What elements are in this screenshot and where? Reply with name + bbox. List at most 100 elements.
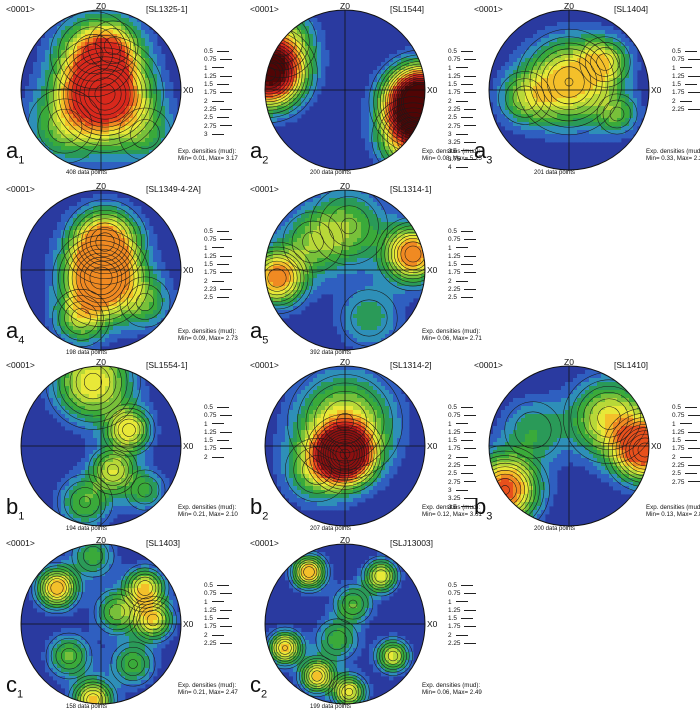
density-cell [561, 114, 566, 119]
density-cell [45, 114, 50, 119]
density-cell [53, 318, 58, 323]
density-cell [117, 146, 122, 151]
density-cell [173, 110, 178, 115]
density-cell [309, 54, 314, 59]
density-cell [89, 94, 94, 99]
density-cell [621, 62, 626, 67]
density-cell [365, 218, 370, 223]
density-cell [289, 118, 294, 123]
density-cell [125, 206, 130, 211]
density-cell [621, 54, 626, 59]
density-cell [369, 106, 374, 111]
density-cell [77, 102, 82, 107]
density-cell [137, 150, 142, 155]
density-cell [505, 94, 510, 99]
density-cell [553, 54, 558, 59]
density-cell [317, 58, 322, 63]
density-cell [373, 78, 378, 83]
density-cell [365, 222, 370, 227]
density-cell [541, 130, 546, 135]
density-cell [77, 246, 82, 251]
density-cell [129, 102, 134, 107]
density-cell [137, 90, 142, 95]
density-cell [61, 30, 66, 35]
density-cell [81, 222, 86, 227]
density-cell [109, 118, 114, 123]
density-cell [149, 266, 154, 271]
density-cell [149, 154, 154, 159]
density-cell [101, 134, 106, 139]
density-cell [97, 54, 102, 59]
density-cell [405, 110, 410, 115]
density-cell [597, 122, 602, 127]
density-cell [597, 106, 602, 111]
density-cell [405, 250, 410, 255]
density-cell [581, 114, 586, 119]
density-cell [77, 254, 82, 259]
sample-code: [SL1544] [390, 4, 425, 14]
density-cell [305, 286, 310, 291]
density-cell [413, 118, 418, 123]
density-cell [81, 78, 86, 83]
density-cell [85, 150, 90, 155]
density-cell [353, 294, 358, 299]
density-cell [89, 330, 94, 335]
density-cell [413, 122, 418, 127]
density-cell [309, 94, 314, 99]
density-cell [105, 22, 110, 27]
density-cell [101, 218, 106, 223]
density-cell [81, 282, 86, 287]
density-cell [161, 106, 166, 111]
density-cell [69, 270, 74, 275]
density-cell [133, 326, 138, 331]
density-cell [97, 262, 102, 267]
density-cell [597, 130, 602, 135]
density-cell [537, 102, 542, 107]
density-cell [349, 214, 354, 219]
density-cell [25, 90, 30, 95]
density-cell [145, 138, 150, 143]
density-cell [393, 250, 398, 255]
density-cell [549, 62, 554, 67]
density-cell [41, 138, 46, 143]
density-cell [117, 78, 122, 83]
pole-figure-a3: Z0 X0 <0001> [SL1404] 0.5 0.75 1 1.25 1.5 1.75 2 2.… [474, 1, 700, 180]
density-cell [29, 106, 34, 111]
density-cell [269, 242, 274, 247]
density-cell [69, 74, 74, 79]
density-cell [97, 58, 102, 63]
density-cell [581, 94, 586, 99]
density-cell [629, 42, 634, 47]
density-cell [109, 238, 114, 243]
density-cell [277, 274, 282, 279]
density-cell [301, 210, 306, 215]
density-cell [97, 82, 102, 87]
density-cell [305, 218, 310, 223]
density-cell [601, 126, 606, 131]
density-cell [121, 138, 126, 143]
density-cell [145, 330, 150, 335]
density-cell [93, 266, 98, 271]
density-cell [281, 50, 286, 55]
density-cell [53, 286, 58, 291]
density-cell [141, 258, 146, 263]
density-cell [633, 102, 638, 107]
density-cell [105, 222, 110, 227]
density-cell [161, 78, 166, 83]
density-cell [373, 270, 378, 275]
density-cell [97, 314, 102, 319]
density-cell [117, 86, 122, 91]
density-cell [105, 122, 110, 127]
density-cell [537, 86, 542, 91]
density-cell [141, 222, 146, 227]
density-cell [125, 218, 130, 223]
density-cell [533, 90, 538, 95]
stats-heading: Exp. densities (mud): [422, 148, 481, 155]
density-cell [629, 54, 634, 59]
density-cell [553, 70, 558, 75]
density-cell [81, 322, 86, 327]
density-cell [73, 162, 78, 167]
density-cell [113, 234, 118, 239]
density-cell [137, 230, 142, 235]
density-cell [385, 70, 390, 75]
